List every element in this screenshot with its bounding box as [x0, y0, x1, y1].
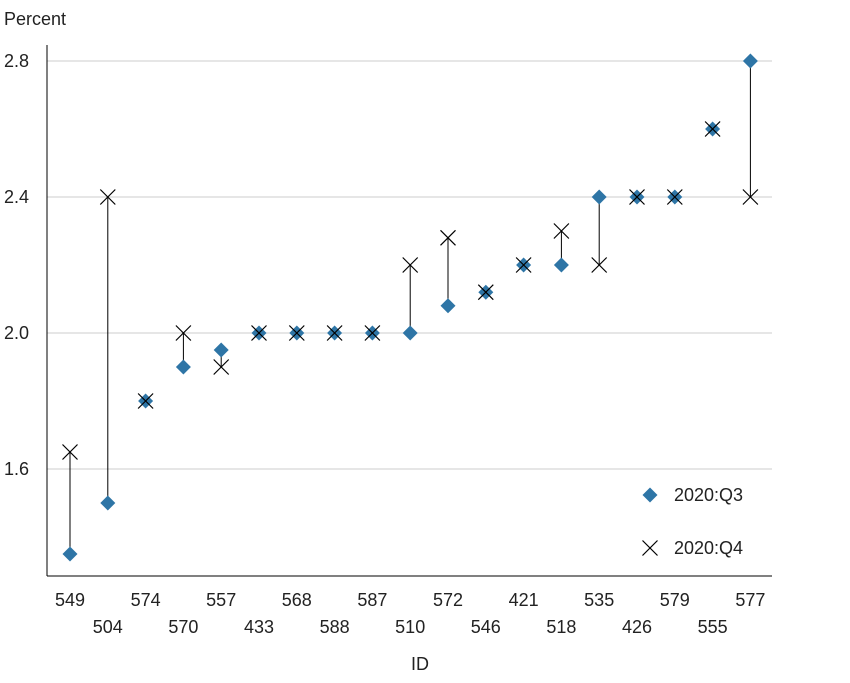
q4-point: [326, 325, 343, 341]
q4-point-stroke: [629, 189, 645, 205]
x-tick-label: 574: [131, 590, 161, 610]
q4-point: [175, 325, 192, 341]
legend-label-q3: 2020:Q3: [674, 485, 743, 505]
q4-point: [62, 444, 78, 460]
x-tick-label: 433: [244, 617, 274, 637]
q4-point-stroke: [591, 257, 608, 273]
q4-point-stroke: [251, 325, 267, 341]
x-tick-label: 572: [433, 590, 463, 610]
legend-marker-q4: [642, 540, 658, 556]
q3-point: [591, 189, 607, 205]
x-tick-label: 587: [357, 590, 387, 610]
data-points: [62, 53, 759, 562]
q4-point-stroke: [175, 325, 192, 341]
q4-point: [553, 223, 570, 239]
x-tick-label: 426: [622, 617, 652, 637]
x-tick-label: 549: [55, 590, 85, 610]
q4-point-stroke: [440, 229, 456, 246]
x-tick-label: 510: [395, 617, 425, 637]
q4-point-stroke: [742, 189, 759, 205]
q4-point-stroke: [515, 257, 532, 273]
q4-point: [364, 325, 381, 341]
x-axis-label: ID: [411, 654, 429, 674]
x-tick-label: 568: [282, 590, 312, 610]
x-tick-label: 557: [206, 590, 236, 610]
x-tick-label: 588: [320, 617, 350, 637]
q4-point: [99, 189, 116, 205]
y-tick-labels: 1.6 2.0 2.4 2.8: [4, 51, 29, 479]
q4-point: [137, 393, 154, 409]
q4-point-stroke: [704, 121, 721, 137]
x-tick-label: 546: [471, 617, 501, 637]
q4-point: [629, 189, 645, 205]
x-tick-label: 579: [660, 590, 690, 610]
legend-marker-q4-stroke: [642, 540, 658, 556]
q3-point: [213, 342, 229, 358]
q4-point: [213, 359, 230, 375]
q4-point-stroke: [137, 393, 154, 409]
q3-point: [402, 325, 418, 341]
q4-point-stroke: [213, 359, 230, 375]
legend-label-q4: 2020:Q4: [674, 538, 743, 558]
q4-point: [515, 257, 532, 273]
x-tick-labels: 549 504 574 570 557 433 568 588 587 510 572 546 421 5…: [55, 590, 765, 637]
q4-point-stroke: [288, 325, 305, 341]
q3-point: [440, 298, 456, 314]
x-tick-label: 421: [509, 590, 539, 610]
x-tick-label: 504: [93, 617, 123, 637]
x-tick-label: 570: [168, 617, 198, 637]
y-tick-label: 2.8: [4, 51, 29, 71]
q4-point-stroke: [553, 223, 570, 239]
y-tick-label: 2.0: [4, 323, 29, 343]
y-tick-label: 1.6: [4, 459, 29, 479]
x-tick-label: 518: [546, 617, 576, 637]
q4-point-stroke: [477, 284, 494, 301]
q4-point: [402, 257, 419, 273]
x-tick-label: 555: [698, 617, 728, 637]
q4-point: [477, 284, 494, 301]
legend: 2020:Q3 2020:Q4: [642, 485, 743, 558]
q3-point: [742, 53, 758, 69]
q4-point: [704, 121, 721, 137]
q4-point-stroke: [62, 444, 78, 460]
q4-point-stroke: [364, 325, 381, 341]
y-tick-label: 2.4: [4, 187, 29, 207]
q4-point-stroke: [402, 257, 419, 273]
grid-lines: [47, 60, 772, 470]
q4-point: [742, 189, 759, 205]
y-axis-label: Percent: [4, 9, 66, 29]
x-tick-label: 577: [735, 590, 765, 610]
q4-point: [666, 189, 683, 205]
x-tick-label: 535: [584, 590, 614, 610]
q4-point: [251, 325, 267, 341]
q4-point: [288, 325, 305, 341]
q3-point: [175, 359, 191, 375]
connector-lines: [69, 61, 751, 554]
q4-point-stroke: [666, 189, 683, 205]
q4-point: [440, 229, 456, 246]
q3-point: [553, 257, 569, 273]
q4-point-stroke: [326, 325, 343, 341]
q3-point: [62, 546, 78, 562]
q3-point: [100, 495, 116, 511]
q4-point-stroke: [99, 189, 116, 205]
legend-marker-q3: [642, 487, 658, 503]
q4-point: [591, 257, 608, 273]
